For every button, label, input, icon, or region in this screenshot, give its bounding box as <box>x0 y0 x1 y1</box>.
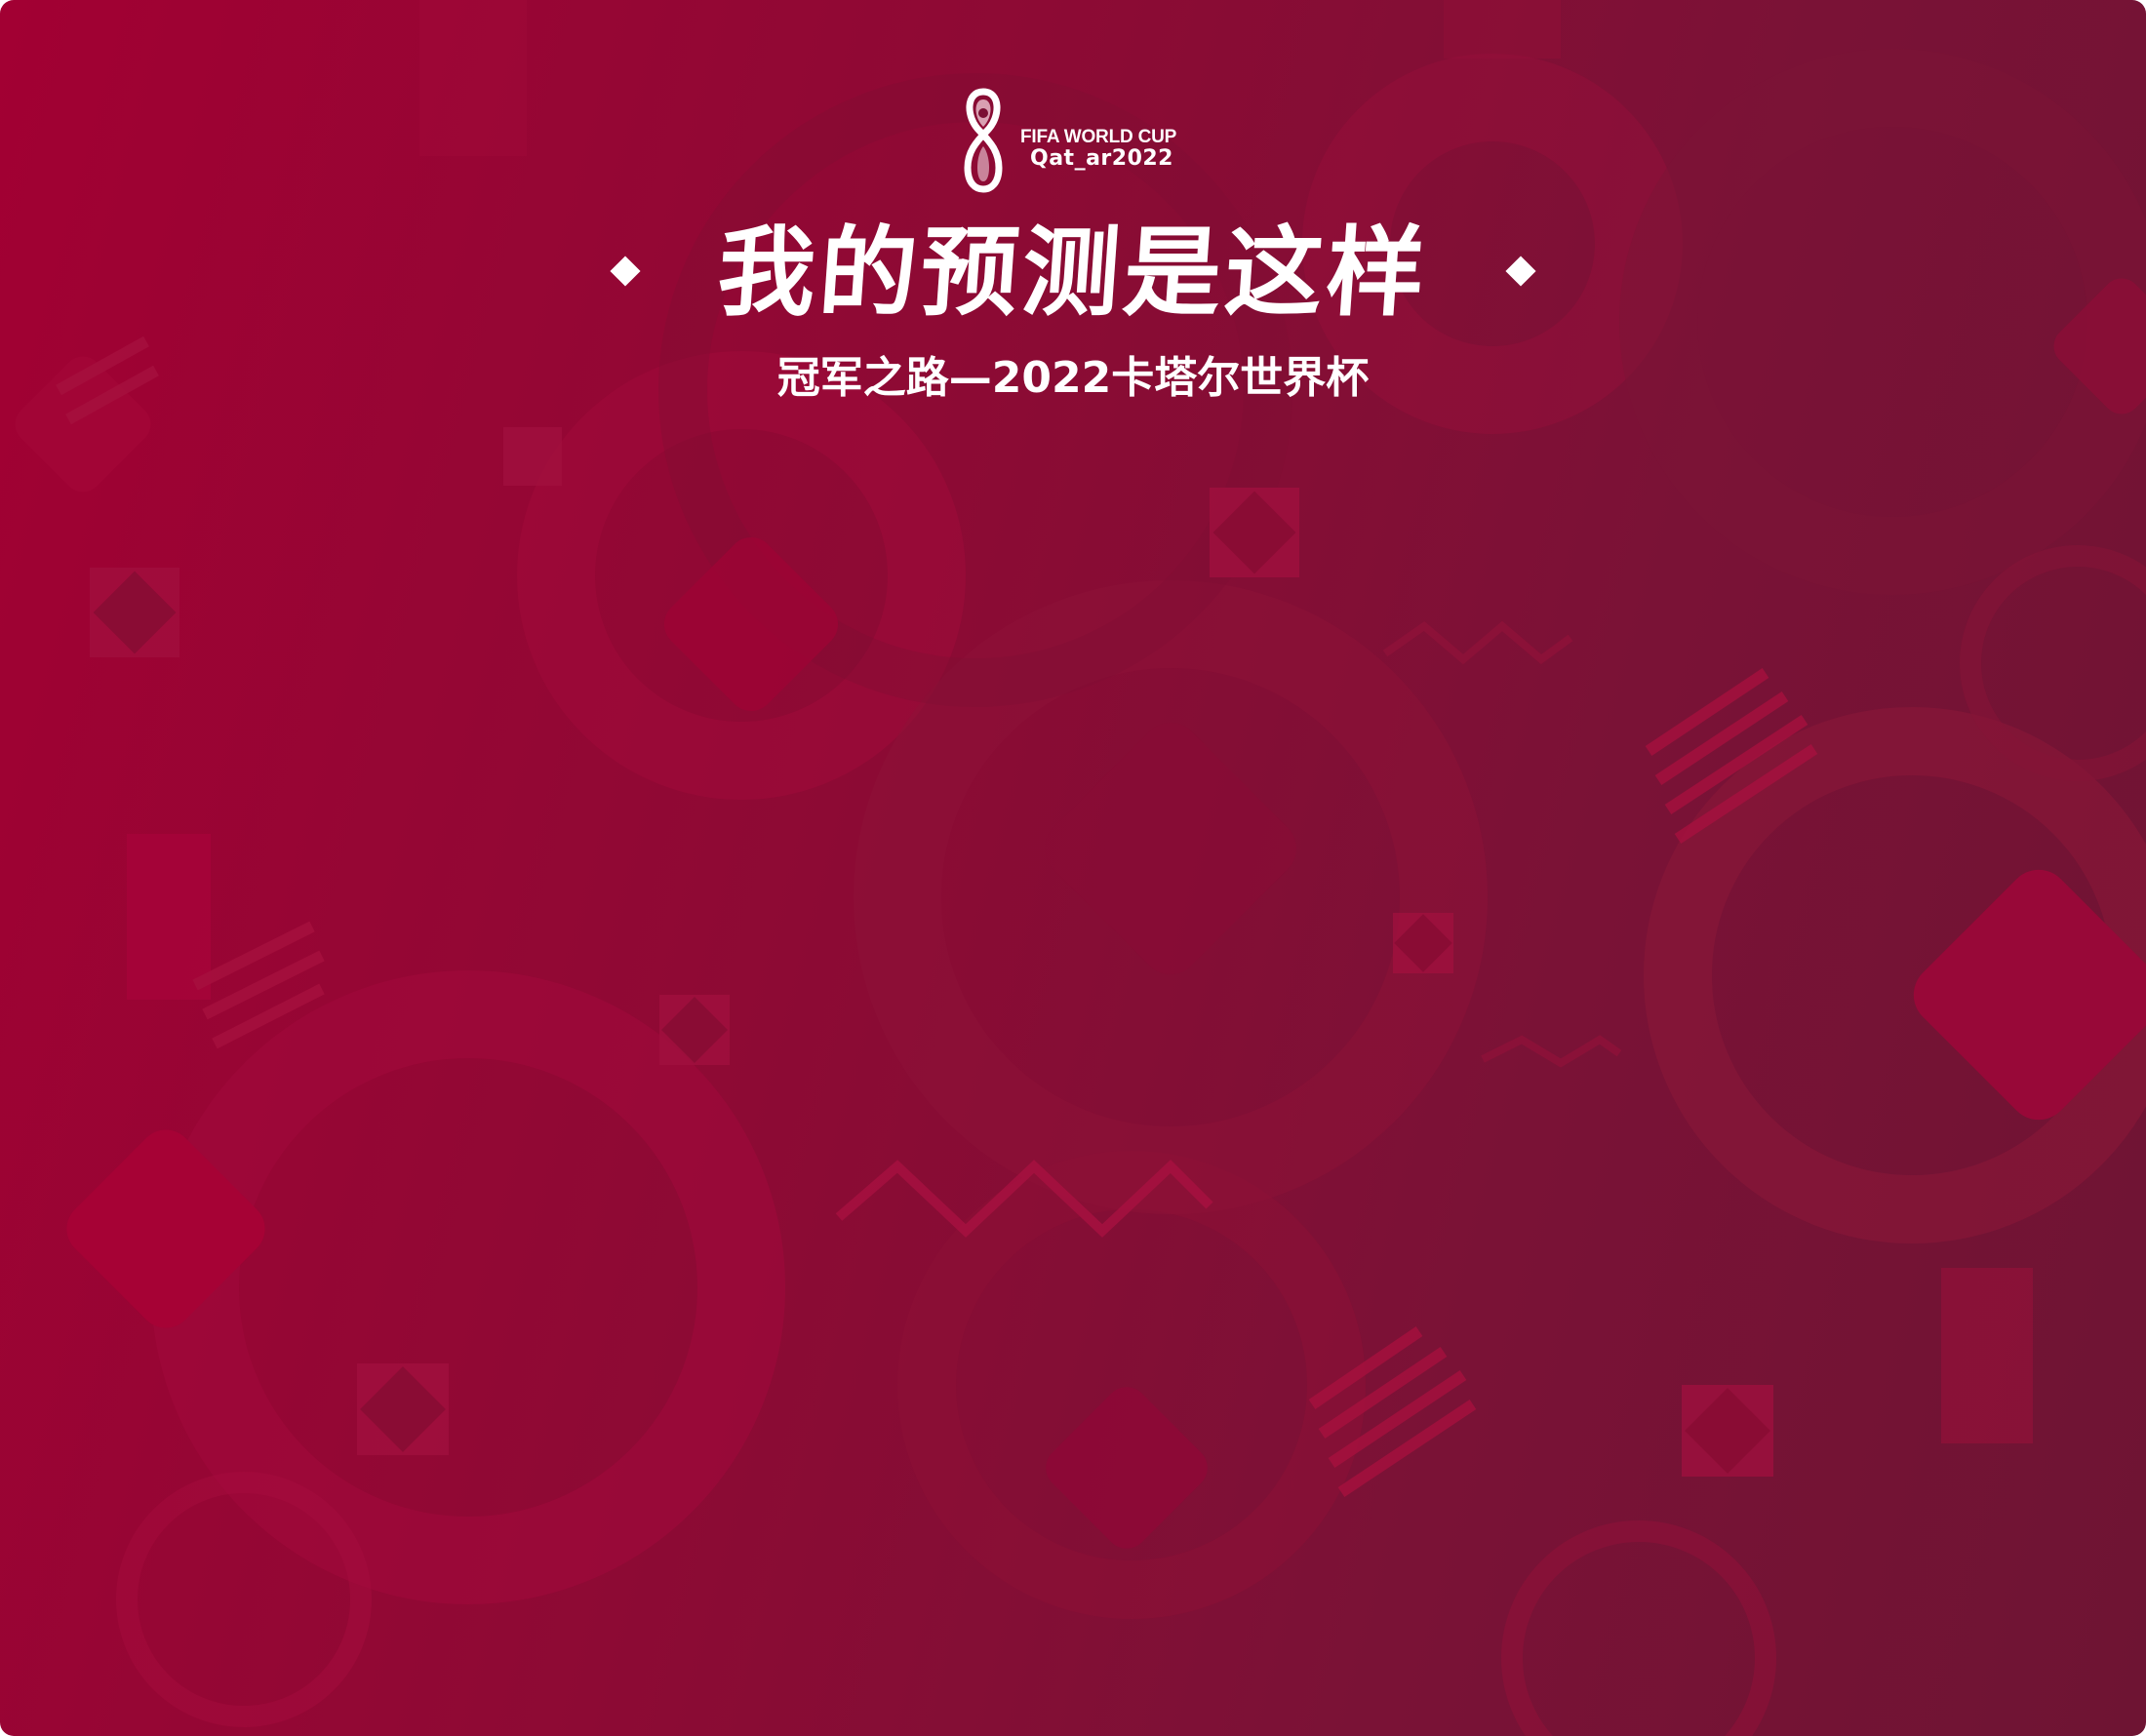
diamond-icon <box>610 256 641 287</box>
world-cup-emblem-icon <box>964 88 1003 193</box>
poster-header: FIFA WORLD CUP Qat_ar2022 我的预测是这样 冠军之路—2… <box>0 0 2146 419</box>
page-title: 我的预测是这样 <box>713 216 1433 330</box>
title-row: 我的预测是这样 <box>585 215 1561 332</box>
diamond-icon <box>1505 256 1536 287</box>
page-subtitle: 冠军之路—2022卡塔尔世界杯 <box>776 353 1370 403</box>
logo-subtitle: Qat_ar2022 <box>1030 146 1173 171</box>
logo-title: FIFA WORLD CUP <box>1020 127 1177 147</box>
world-cup-logo: FIFA WORLD CUP Qat_ar2022 <box>956 88 1210 195</box>
